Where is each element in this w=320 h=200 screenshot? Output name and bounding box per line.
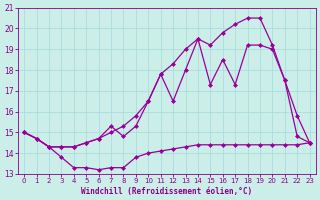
X-axis label: Windchill (Refroidissement éolien,°C): Windchill (Refroidissement éolien,°C) xyxy=(81,187,252,196)
